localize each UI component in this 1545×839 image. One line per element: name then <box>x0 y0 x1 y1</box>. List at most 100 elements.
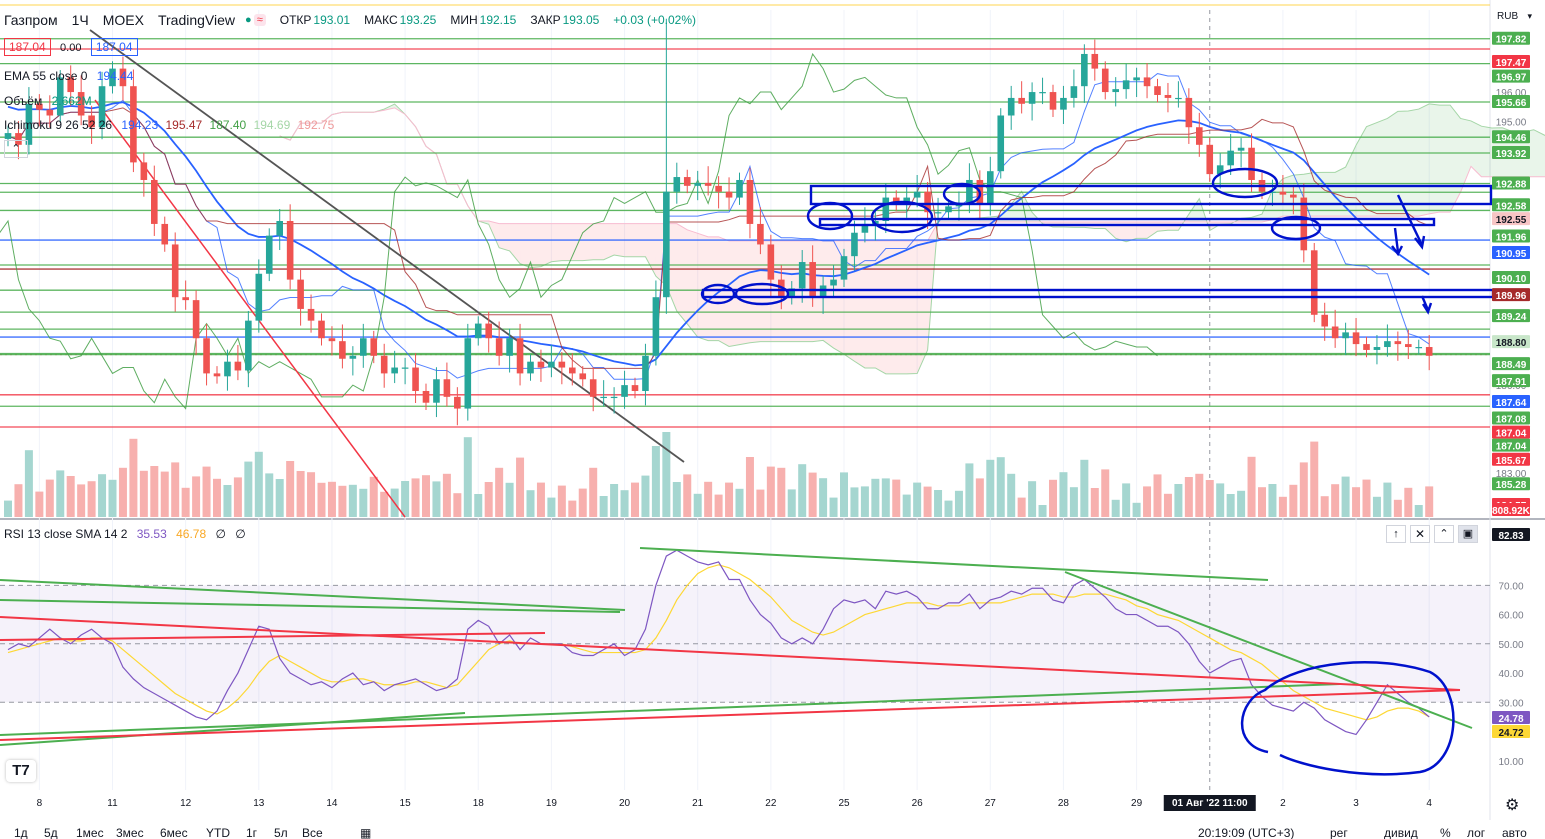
collapse-legend-button[interactable]: ⌃ <box>4 140 34 158</box>
chevron-up-icon[interactable]: ⌃ <box>4 140 28 158</box>
period-all[interactable]: Все <box>302 826 323 839</box>
buy-price-button[interactable]: 187.04 <box>90 38 138 56</box>
price-level-label-14-bg <box>1492 335 1530 349</box>
price-level-label-13-bg <box>1492 309 1530 323</box>
ichimoku-cloud-segment <box>875 240 886 374</box>
option-auto[interactable]: авто <box>1502 826 1527 839</box>
sell-price-button[interactable]: 187.04 <box>4 38 51 56</box>
volume-bar <box>45 479 54 517</box>
candle-body <box>1237 147 1245 151</box>
rsi-legend[interactable]: RSI 13 close SMA 14 2 35.53 46.78 ∅ ∅ <box>4 527 252 541</box>
price-level-label-15-bg <box>1492 357 1530 371</box>
candle-body <box>130 86 137 163</box>
candle-body <box>1196 127 1203 145</box>
period-1y[interactable]: 1г <box>246 826 258 839</box>
candle-body <box>182 297 189 301</box>
volume-bar <box>1320 496 1329 517</box>
ohlc-change: +0.03 (+0.02%) <box>613 13 697 27</box>
rsi-trend-green-3 <box>639 547 1269 581</box>
time-tick-3: 13 <box>253 798 265 809</box>
period-5d[interactable]: 5д <box>44 826 58 839</box>
ichimoku-cloud-segment <box>603 223 615 260</box>
rsi-trend-red-3 <box>0 689 1461 741</box>
price-level-label-19-bg <box>1492 425 1530 439</box>
maximize-icon[interactable]: ▣ <box>1458 525 1478 543</box>
price-level-label-17-text: 187.64 <box>1496 398 1527 409</box>
option-log[interactable]: лог <box>1467 826 1486 839</box>
period-3m[interactable]: 3мес <box>116 826 144 839</box>
clock-time[interactable]: 20:19:09 (UTC+3) <box>1198 826 1295 839</box>
period-6m[interactable]: 6мес <box>160 826 188 839</box>
ichimoku-lagging-line <box>0 52 1158 410</box>
volume-bar <box>160 471 169 517</box>
market-status-icon[interactable]: ● <box>245 14 252 26</box>
volume-bar <box>1049 479 1057 517</box>
move-up-icon[interactable]: ↑ <box>1386 525 1406 543</box>
ichimoku-cloud-segment <box>1345 145 1357 217</box>
ichimoku-label: Ichimoku 9 26 52 26 <box>4 118 113 132</box>
period-1d[interactable]: 1д <box>14 826 28 839</box>
volume-bar <box>411 478 420 517</box>
time-tick-5: 15 <box>400 798 412 809</box>
symbol-name[interactable]: Газпром <box>4 12 58 28</box>
volume-bar <box>860 486 869 517</box>
price-level-label-1: 197.47 <box>1492 54 1530 69</box>
option-percent[interactable]: % <box>1440 826 1451 839</box>
volume-bar <box>1352 487 1361 517</box>
volume-bar <box>213 478 221 517</box>
period-1m[interactable]: 1мес <box>76 826 104 839</box>
annotation-ellipse <box>1211 167 1279 199</box>
volume-bar <box>1195 473 1204 517</box>
tradingview-logo[interactable]: T7 <box>6 760 36 782</box>
candle-body <box>516 338 524 374</box>
date-range-icon[interactable]: ▦ <box>360 826 372 839</box>
candle-body <box>997 115 1005 172</box>
volume-bar <box>777 467 786 517</box>
volume-bar <box>1414 505 1423 517</box>
volume-bar <box>1122 483 1131 517</box>
price-level-label-7-text: 192.58 <box>1496 201 1527 212</box>
price-level-label-6-text: 192.88 <box>1496 179 1527 190</box>
price-level-label-9: 191.96 <box>1492 229 1530 243</box>
time-tick-14: 28 <box>1058 798 1070 809</box>
rsi-trend-green-2 <box>0 599 621 613</box>
candle-body <box>537 361 545 368</box>
ema-legend[interactable]: EMA 55 close 0 194.44 <box>4 69 139 83</box>
price-level-label-12-bg <box>1492 288 1530 302</box>
volume-bar <box>129 438 138 517</box>
volume-bar <box>118 467 127 517</box>
rsi-tick-4: 30.00 <box>1498 698 1523 709</box>
currency-selector[interactable]: RUB ▾ <box>1497 8 1538 22</box>
ichimoku-legend[interactable]: Ichimoku 9 26 52 26 194.23 195.47 187.40… <box>4 118 340 132</box>
candle-body <box>1060 97 1067 110</box>
close-icon[interactable]: ✕ <box>1410 525 1430 543</box>
price-level-label-16-text: 187.91 <box>1496 377 1527 388</box>
candle-body <box>913 191 921 198</box>
volume-bar <box>954 490 963 517</box>
candle-body <box>1018 97 1025 104</box>
settings-gear-icon[interactable]: ⚙ <box>1505 797 1520 814</box>
period-ytd[interactable]: YTD <box>206 826 230 839</box>
price-level-label-5-bg <box>1492 146 1530 160</box>
price-level-label-10: 190.95 <box>1492 246 1530 260</box>
wave-icon[interactable]: ≈ <box>253 14 266 26</box>
option-reg[interactable]: рег <box>1330 826 1348 839</box>
volume-bar <box>651 446 660 517</box>
volume-bar <box>975 478 984 517</box>
option-div[interactable]: дивид <box>1384 826 1418 839</box>
volume-bar <box>1059 472 1068 517</box>
price-level-label-2-text: 196.97 <box>1496 73 1527 84</box>
volume-bar <box>1237 490 1246 517</box>
rsi-sma-value-label-bg <box>1492 725 1530 738</box>
candle-body <box>391 367 398 374</box>
period-5y[interactable]: 5л <box>274 826 288 839</box>
volume-bar <box>787 489 796 517</box>
price-level-label-3-bg <box>1492 95 1530 109</box>
collapse-icon[interactable]: ⌃ <box>1434 525 1454 543</box>
volume-legend[interactable]: Объём 2.662M <box>4 94 98 108</box>
interval-label[interactable]: 1Ч <box>71 12 89 28</box>
candle-body <box>1175 97 1182 100</box>
volume-value: 2.662M <box>51 94 92 108</box>
